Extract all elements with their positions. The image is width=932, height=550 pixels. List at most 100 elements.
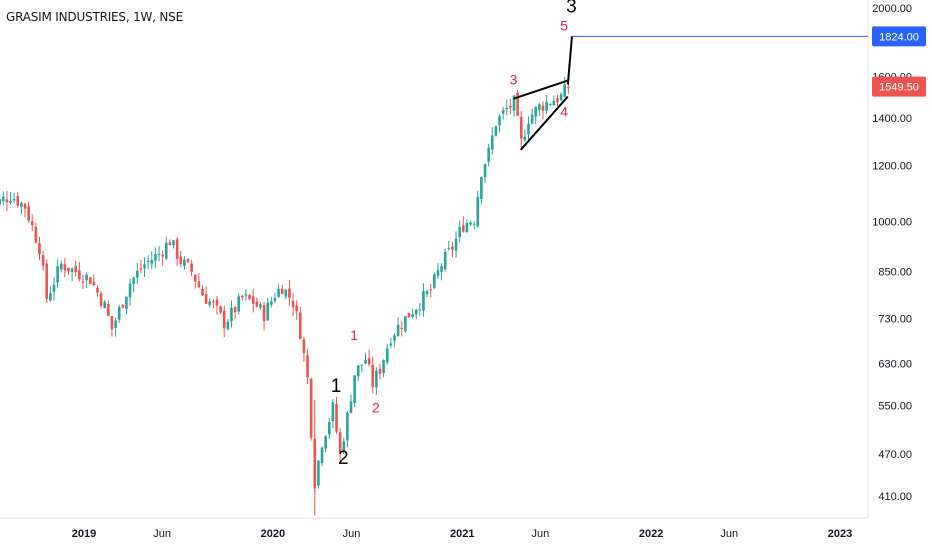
candle-body <box>538 104 541 111</box>
time-tick-label: 2021 <box>450 528 474 540</box>
price-tick-label: 470.00 <box>878 449 912 461</box>
candle-body <box>516 92 519 116</box>
candle-body <box>353 375 356 403</box>
candle-body <box>85 274 88 281</box>
candle-body <box>262 305 266 322</box>
candle-body <box>288 288 291 298</box>
candle-body <box>505 107 509 109</box>
candle-body <box>527 123 530 135</box>
candle-body <box>41 255 45 266</box>
candle-body <box>88 277 92 284</box>
candle-body <box>273 298 277 302</box>
candle-body <box>567 86 570 88</box>
candle-body <box>201 288 204 296</box>
candle-body <box>27 206 30 221</box>
candle-body <box>552 100 556 106</box>
candle-body <box>509 105 512 108</box>
wave-trendline <box>513 79 569 100</box>
candle-body <box>99 293 103 306</box>
candle-body <box>418 309 422 311</box>
candle-body <box>251 296 255 304</box>
candle-body <box>487 147 490 162</box>
candle-body <box>114 320 117 328</box>
candle-body <box>45 263 49 299</box>
candle-body <box>530 114 534 124</box>
candle-body <box>12 199 16 201</box>
candle-body <box>146 261 150 263</box>
candle-body <box>548 103 552 105</box>
candle-body <box>215 299 219 306</box>
candle-body <box>523 136 527 141</box>
candle-body <box>237 296 241 312</box>
candle-body <box>248 295 251 299</box>
candle-body <box>378 368 382 374</box>
candle-body <box>458 226 461 238</box>
candle-body <box>436 270 440 276</box>
candle-body <box>494 126 498 136</box>
candle-body <box>356 365 360 377</box>
candle-body <box>197 281 201 288</box>
candle-body <box>117 307 121 320</box>
candle-body <box>16 196 20 206</box>
minor-wave-label: 2 <box>372 399 380 415</box>
time-tick-label: 2022 <box>639 528 663 540</box>
candle-body <box>404 316 407 332</box>
candle-body <box>110 316 114 330</box>
price-marker-badge <box>872 76 926 97</box>
candle-body <box>476 196 480 227</box>
candle-body <box>222 311 226 329</box>
candle-body <box>425 290 429 295</box>
time-axis[interactable]: 2019 Jun 2020 Jun 2021 Jun 2022 Jun 2023 <box>0 517 868 540</box>
elliott-wave-labels: 1 2 3 1 2 3 4 5 <box>331 0 577 469</box>
candle-body <box>447 247 451 249</box>
candle-body <box>143 264 146 269</box>
candle-body <box>168 242 172 246</box>
minor-wave-label: 5 <box>560 17 568 33</box>
minor-wave-label: 3 <box>510 72 518 88</box>
candle-body <box>422 291 425 311</box>
candle-body <box>443 251 447 270</box>
candle-body <box>342 441 346 453</box>
candle-body <box>320 447 324 463</box>
candle-body <box>52 284 56 292</box>
candle-body <box>212 301 215 303</box>
candle-body <box>204 294 208 304</box>
candle-body <box>360 364 364 366</box>
price-tick-label: 850.00 <box>878 266 912 278</box>
candle-body <box>284 289 288 297</box>
candlestick-series <box>0 76 570 516</box>
major-wave-label: 2 <box>338 448 349 469</box>
candle-body <box>306 355 309 378</box>
time-tick-label: Jun <box>720 528 738 540</box>
candle-body <box>331 402 335 422</box>
major-wave-label: 3 <box>566 0 577 18</box>
candle-body <box>74 266 78 273</box>
candle-body <box>280 288 284 295</box>
candle-body <box>411 314 414 318</box>
candle-body <box>465 222 469 233</box>
time-tick-label: 2020 <box>261 528 285 540</box>
candle-body <box>324 436 327 449</box>
price-marker-badge <box>872 26 926 47</box>
candle-body <box>534 107 538 117</box>
candle-body <box>9 200 12 203</box>
candle-body <box>346 412 349 441</box>
candle-body <box>59 263 63 270</box>
candle-body <box>244 294 248 296</box>
candle-body <box>92 281 96 286</box>
candle-body <box>164 242 168 259</box>
candle-body <box>259 304 262 308</box>
candle-body <box>302 339 306 354</box>
candle-body <box>67 267 70 272</box>
candle-body <box>472 223 476 225</box>
price-tick-label: 630.00 <box>878 359 912 371</box>
price-tick-label: 1000.00 <box>872 216 912 228</box>
candle-body <box>469 222 472 225</box>
candle-body <box>519 117 523 139</box>
candle-body <box>233 307 237 313</box>
time-tick-label: Jun <box>153 528 171 540</box>
candle-body <box>161 254 164 257</box>
candle-body <box>277 288 280 298</box>
candle-body <box>70 268 74 272</box>
